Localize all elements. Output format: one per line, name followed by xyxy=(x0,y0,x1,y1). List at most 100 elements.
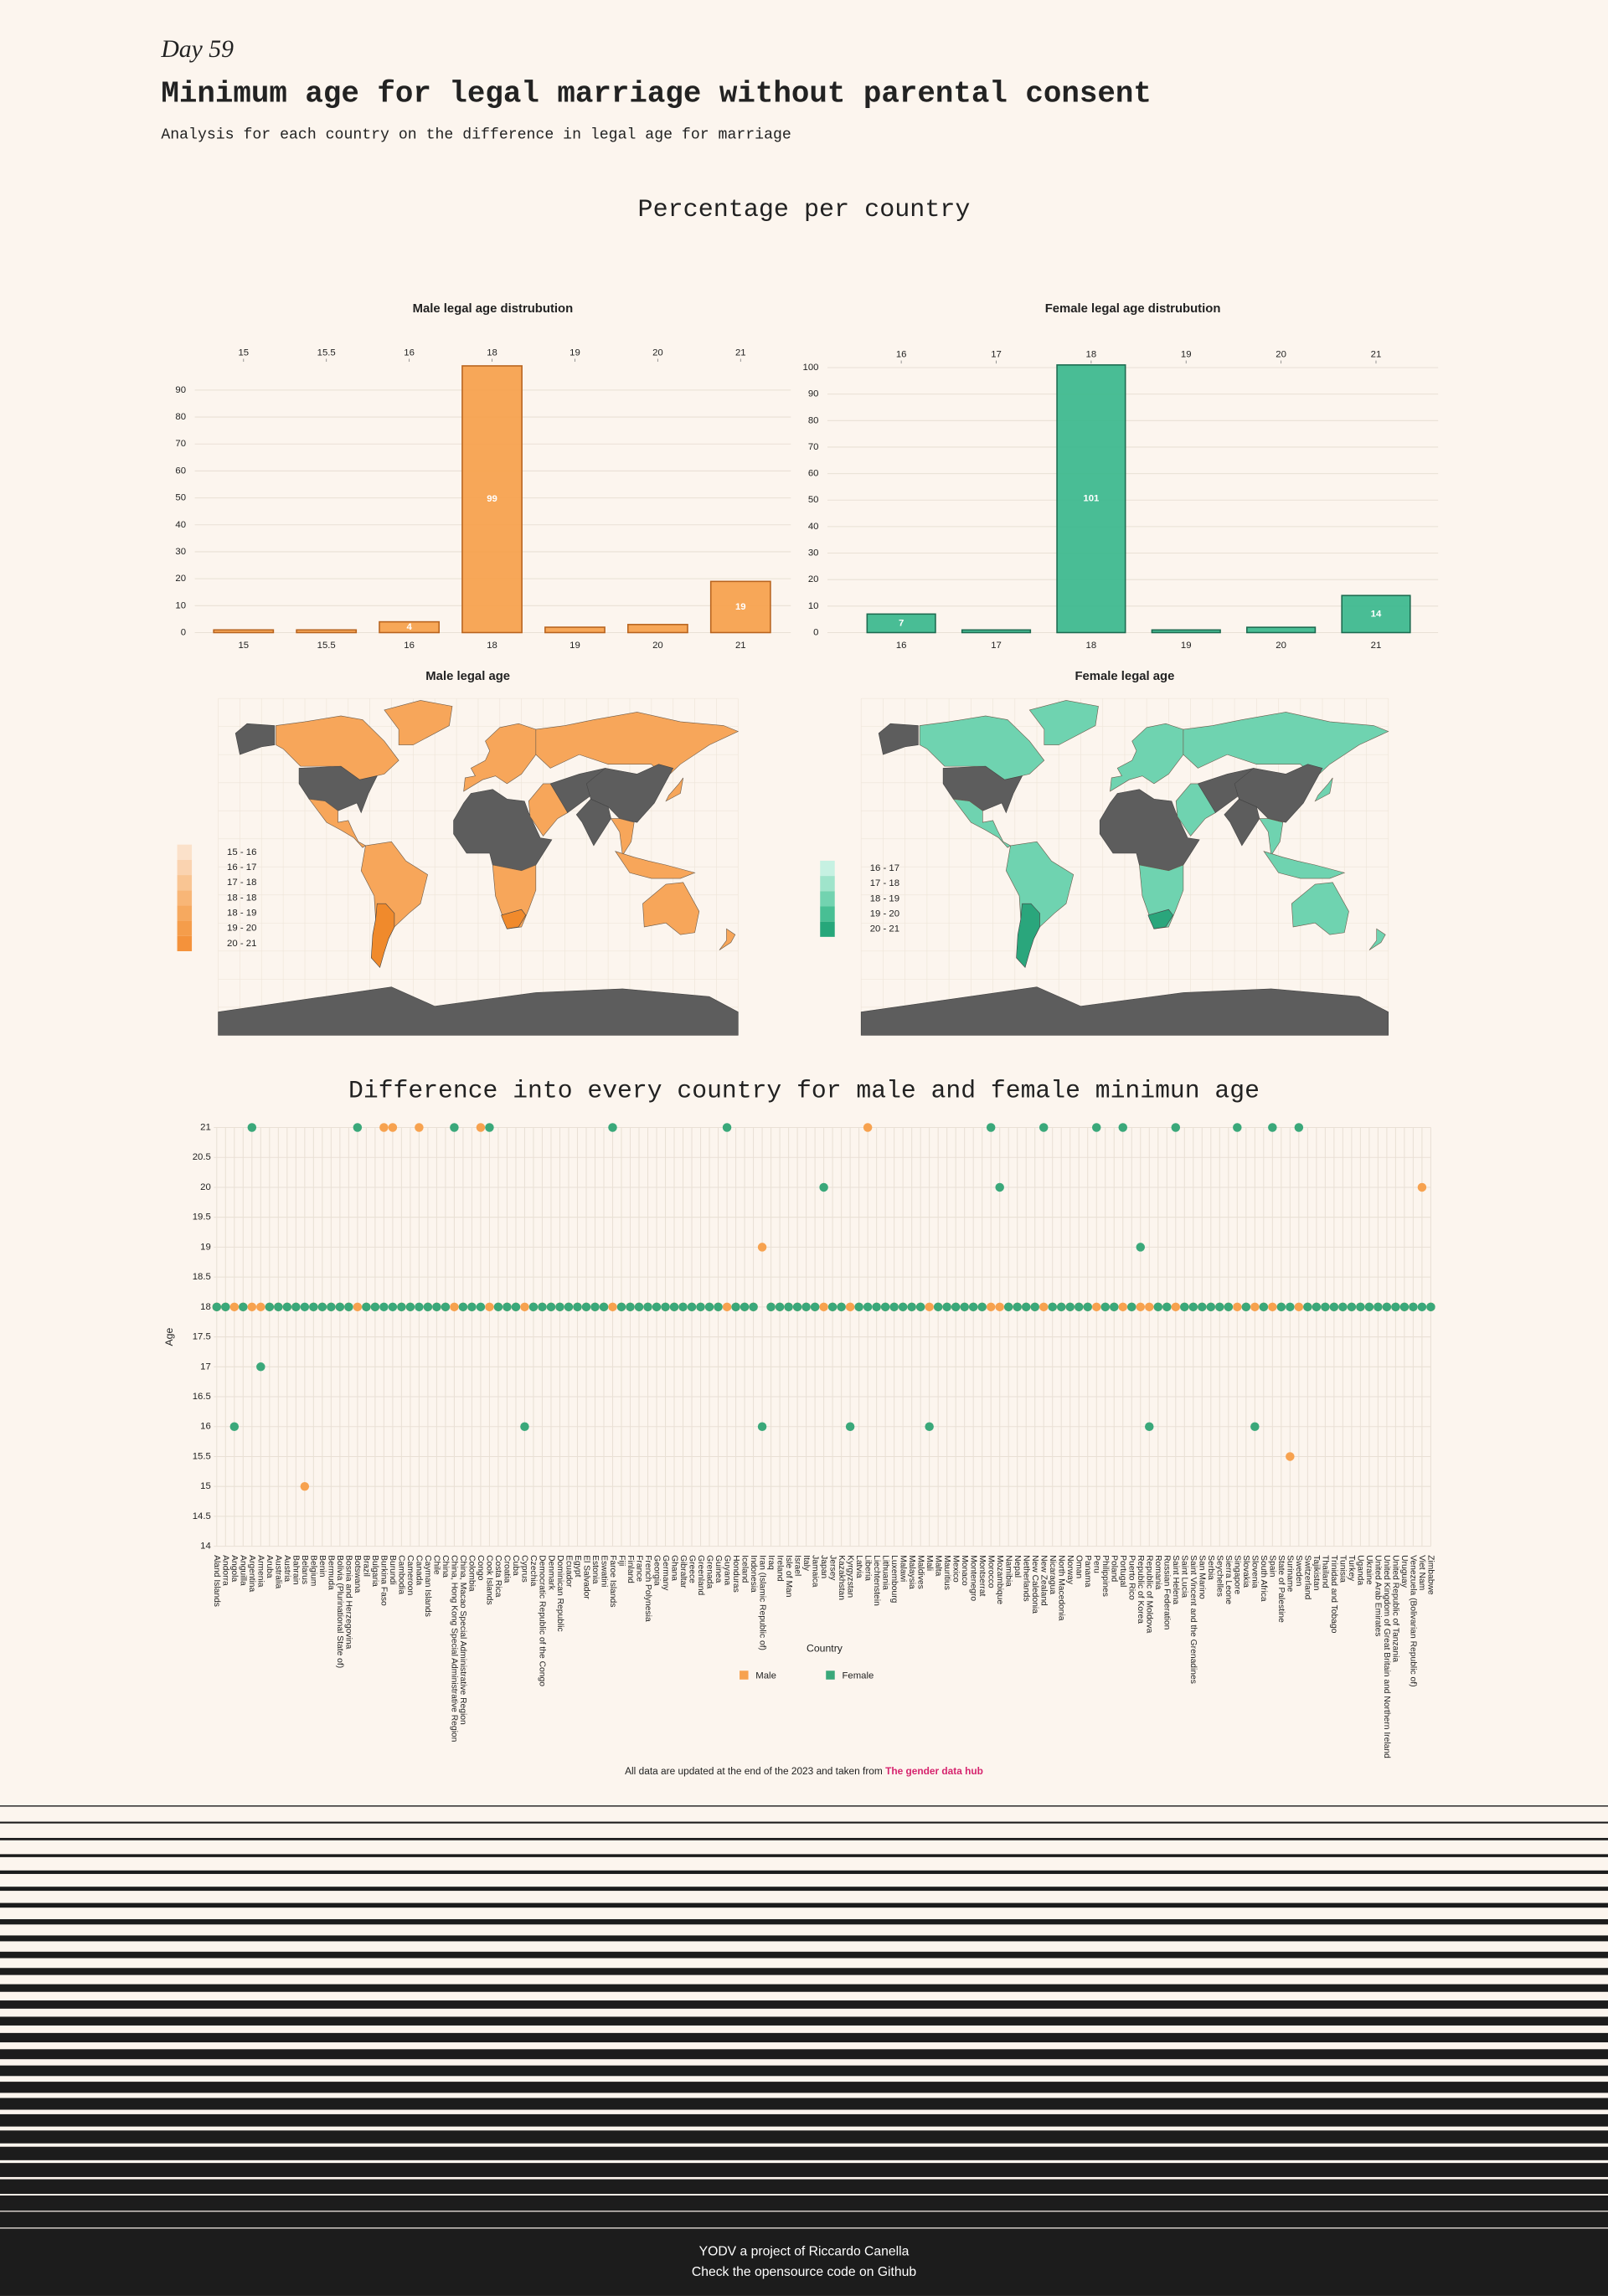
y-tick-label: 15 xyxy=(200,1481,211,1491)
legend-swatch xyxy=(177,905,193,921)
stripe xyxy=(0,2130,1608,2144)
x-tick-label: Mali xyxy=(925,1555,934,1571)
dot xyxy=(397,1302,406,1312)
dot xyxy=(573,1302,582,1312)
x-axis-label: Country xyxy=(807,1642,843,1654)
dot xyxy=(1356,1302,1365,1312)
x-tick-label: Indonesia xyxy=(749,1555,758,1593)
dot xyxy=(458,1302,468,1312)
x-tick-label: Saint Lucia xyxy=(1180,1555,1189,1598)
bar-label: 7 xyxy=(899,618,904,628)
dot xyxy=(827,1302,838,1312)
dot xyxy=(353,1302,363,1312)
dot xyxy=(1145,1422,1154,1431)
dot xyxy=(722,1302,732,1312)
dot xyxy=(1399,1302,1410,1312)
x-tick-label: Suriname xyxy=(1286,1555,1295,1592)
y-tick-label: 60 xyxy=(175,466,186,476)
legend-swatch xyxy=(820,906,835,922)
dot xyxy=(661,1302,670,1312)
y-tick-label: 40 xyxy=(175,520,186,530)
y-tick-label: 16 xyxy=(200,1422,211,1432)
dot xyxy=(450,1123,459,1132)
dot xyxy=(1065,1302,1075,1312)
y-tick-label: 18.5 xyxy=(193,1272,211,1282)
dot xyxy=(1409,1302,1418,1312)
x-tick-label: Viet Nam xyxy=(1417,1555,1426,1590)
dot xyxy=(634,1302,644,1312)
x-tick-label: Guyana xyxy=(722,1555,731,1585)
dot xyxy=(1417,1182,1427,1192)
dot xyxy=(362,1302,371,1312)
dot xyxy=(960,1302,969,1312)
stripe xyxy=(0,1837,1608,1840)
dot xyxy=(766,1302,776,1312)
legend-label: 15 - 16 xyxy=(227,847,256,857)
dot xyxy=(546,1302,556,1312)
x-tick-label: Croatia xyxy=(502,1555,512,1583)
bar xyxy=(1151,629,1221,634)
x-tick-label: Trinidad and Tobago xyxy=(1329,1555,1338,1634)
x-tick-label: Georgia xyxy=(652,1555,661,1586)
source-link[interactable]: The gender data hub xyxy=(885,1765,983,1777)
dot xyxy=(819,1302,828,1312)
country-shape xyxy=(463,723,537,792)
x-tick-label: Republic of Korea xyxy=(1136,1555,1145,1624)
country-shape xyxy=(1183,712,1389,779)
x-tick-label: Mauritius xyxy=(942,1555,951,1590)
x-tick-label: Congo xyxy=(476,1555,485,1581)
x-tick-label: Singapore xyxy=(1233,1555,1242,1594)
x-tick-label: Israel xyxy=(792,1555,801,1576)
x-tick-label: Sweden xyxy=(1294,1555,1303,1586)
footer-source[interactable]: Check the opensource code on Github xyxy=(692,2265,917,2279)
dot xyxy=(925,1422,934,1431)
stripes xyxy=(0,1805,1608,2228)
dot xyxy=(256,1302,265,1312)
stripe xyxy=(0,1951,1608,1959)
country-shape xyxy=(1099,789,1200,872)
bar xyxy=(379,620,441,634)
dot xyxy=(757,1243,767,1252)
dot xyxy=(353,1123,363,1132)
country-shape xyxy=(919,715,1045,780)
x-tick-label: Nicaragua xyxy=(1048,1555,1057,1594)
y-tick-label: 20 xyxy=(200,1182,211,1192)
x-tick-label: Sierra Leone xyxy=(1224,1555,1233,1604)
dot xyxy=(740,1302,750,1312)
stripe xyxy=(0,2082,1608,2093)
page-title: Minimum age for legal marriage without p… xyxy=(161,76,1152,111)
dot xyxy=(704,1302,714,1312)
country-shape xyxy=(878,723,919,755)
dot xyxy=(687,1302,697,1312)
y-tick-label: 10 xyxy=(808,601,819,611)
x-tick-label: Aland Islands xyxy=(212,1555,221,1607)
x-tick-label: Fiji xyxy=(616,1555,626,1566)
x-tick-label: Thailand xyxy=(1321,1555,1330,1588)
country-shape xyxy=(1028,700,1099,745)
legend-swatch xyxy=(177,875,193,891)
bar xyxy=(709,580,771,634)
x-tick-label-top: 15.5 xyxy=(317,347,336,358)
x-tick-label: New Caledonia xyxy=(1030,1555,1039,1614)
stripe xyxy=(0,2146,1608,2160)
dot xyxy=(722,1123,732,1132)
dot xyxy=(731,1302,740,1312)
x-tick-label: 15 xyxy=(238,641,249,651)
bar-label: 4 xyxy=(406,622,412,632)
dot xyxy=(1224,1302,1234,1312)
x-tick-label: Jersey xyxy=(827,1555,837,1581)
dot xyxy=(379,1302,389,1312)
x-tick-label: Puerto Rico xyxy=(1127,1555,1136,1600)
x-tick-label: Mozambique xyxy=(995,1555,1004,1604)
x-tick-label: Greenland xyxy=(696,1555,705,1595)
legend-swatch xyxy=(177,890,193,906)
x-tick-label: Philippines xyxy=(1100,1555,1110,1597)
y-tick-label: 30 xyxy=(175,547,186,557)
legend-swatch xyxy=(826,1671,835,1680)
x-tick-label: Iraq xyxy=(766,1555,776,1570)
dot xyxy=(300,1302,310,1312)
dot xyxy=(898,1302,908,1312)
dot xyxy=(915,1302,925,1312)
x-tick-label: 19 xyxy=(570,641,580,651)
x-tick-label-top: 20 xyxy=(652,347,663,358)
